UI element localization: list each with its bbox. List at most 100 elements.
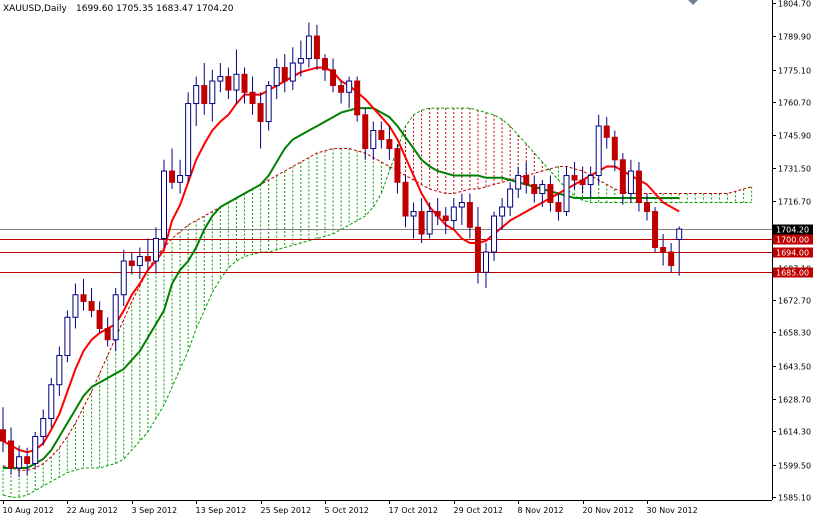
- candle-body: [128, 260, 135, 267]
- candle-body: [201, 85, 208, 105]
- candle: [313, 24, 320, 70]
- candle-body: [257, 103, 264, 123]
- y-tick-label: 1643.50: [778, 363, 811, 372]
- candle-body: [587, 175, 594, 186]
- candle-body: [265, 85, 272, 123]
- y-tick-label: 1585.10: [778, 494, 811, 503]
- candle: [185, 92, 192, 183]
- candle-body: [635, 170, 642, 204]
- candle: [354, 76, 361, 122]
- candle: [394, 144, 401, 194]
- x-tick-label: 30 Nov 2012: [647, 506, 698, 515]
- candle: [402, 175, 409, 228]
- candle: [426, 202, 433, 239]
- candle: [88, 288, 95, 318]
- candle: [161, 159, 167, 248]
- candle: [8, 427, 15, 475]
- candle: [330, 58, 337, 93]
- candle: [128, 252, 135, 275]
- y-tick-label: 1672.70: [778, 297, 811, 306]
- candle: [627, 159, 634, 203]
- candle: [72, 283, 79, 329]
- candle-body: [595, 125, 602, 177]
- candle-body: [426, 211, 433, 235]
- candles: [0, 22, 683, 477]
- candle: [507, 182, 514, 217]
- level-label-box: [773, 267, 813, 278]
- candle-body: [483, 251, 489, 273]
- candle-body: [185, 103, 192, 177]
- candle-body: [515, 175, 522, 190]
- candle-body: [362, 114, 369, 150]
- candle: [40, 409, 47, 446]
- candle: [273, 58, 280, 100]
- candle: [281, 54, 288, 93]
- candle-body: [668, 251, 675, 267]
- candle-body: [152, 238, 159, 262]
- candle-body: [144, 256, 151, 262]
- ichimoku-cloud: [2, 107, 753, 498]
- candle: [265, 81, 272, 131]
- candle-body: [112, 294, 119, 341]
- price-axis: 1804.70 1789.90 1775.10 1760.70 1745.90 1731.…: [772, 0, 813, 503]
- candle: [571, 162, 578, 190]
- candle-body: [378, 130, 385, 141]
- candle-body: [225, 76, 232, 91]
- candle-body: [458, 202, 465, 208]
- candle-body: [619, 159, 626, 195]
- x-tick-label: 3 Sep 2012: [132, 506, 178, 515]
- y-tick-label: 1731.50: [778, 165, 811, 174]
- price-levels: [0, 229, 772, 273]
- candle-body: [8, 440, 15, 469]
- chart-ohlc: 1699.60 1705.35 1683.47 1704.20: [76, 4, 234, 14]
- candle-body: [161, 170, 167, 240]
- candle-body: [491, 215, 498, 253]
- candle: [297, 40, 304, 77]
- candle-body: [80, 294, 87, 303]
- candle-body: [136, 256, 143, 267]
- candle: [660, 234, 667, 266]
- candle: [289, 47, 296, 91]
- candle: [644, 193, 650, 221]
- candle: [442, 207, 449, 235]
- candle-body: [313, 35, 320, 60]
- candle: [418, 198, 425, 244]
- candle: [515, 166, 522, 199]
- candle: [338, 81, 345, 104]
- candle-body: [394, 148, 401, 183]
- candle: [450, 198, 457, 230]
- candle: [104, 317, 111, 347]
- candle: [0, 407, 6, 453]
- candle-body: [370, 130, 377, 150]
- candle: [386, 126, 393, 160]
- candle-body: [346, 80, 353, 93]
- candle: [474, 207, 481, 284]
- candle: [676, 226, 683, 276]
- y-tick-label: 1628.70: [778, 396, 811, 405]
- y-tick-label: 1716.70: [778, 198, 811, 207]
- candle-body: [322, 58, 328, 71]
- candle-body: [652, 211, 659, 249]
- candle-body: [281, 67, 288, 82]
- candle: [362, 108, 369, 160]
- candle: [555, 193, 562, 221]
- shift-arrow-icon[interactable]: [688, 0, 698, 5]
- candle-body: [96, 310, 103, 330]
- candle-body: [273, 67, 280, 87]
- candle: [531, 175, 538, 203]
- candle-body: [233, 73, 240, 91]
- senkou-span-b: [2, 107, 752, 498]
- candle-body: [660, 247, 667, 253]
- candle-body: [330, 69, 337, 87]
- candle-body: [297, 58, 304, 64]
- candle: [217, 63, 224, 93]
- y-tick-label: 1614.30: [778, 428, 811, 437]
- level-label: 1700.00: [776, 236, 809, 245]
- candle: [112, 288, 119, 352]
- candle-body: [627, 170, 634, 195]
- x-tick-label: 5 Oct 2012: [325, 506, 369, 515]
- candle: [177, 159, 184, 194]
- candle-body: [676, 228, 683, 240]
